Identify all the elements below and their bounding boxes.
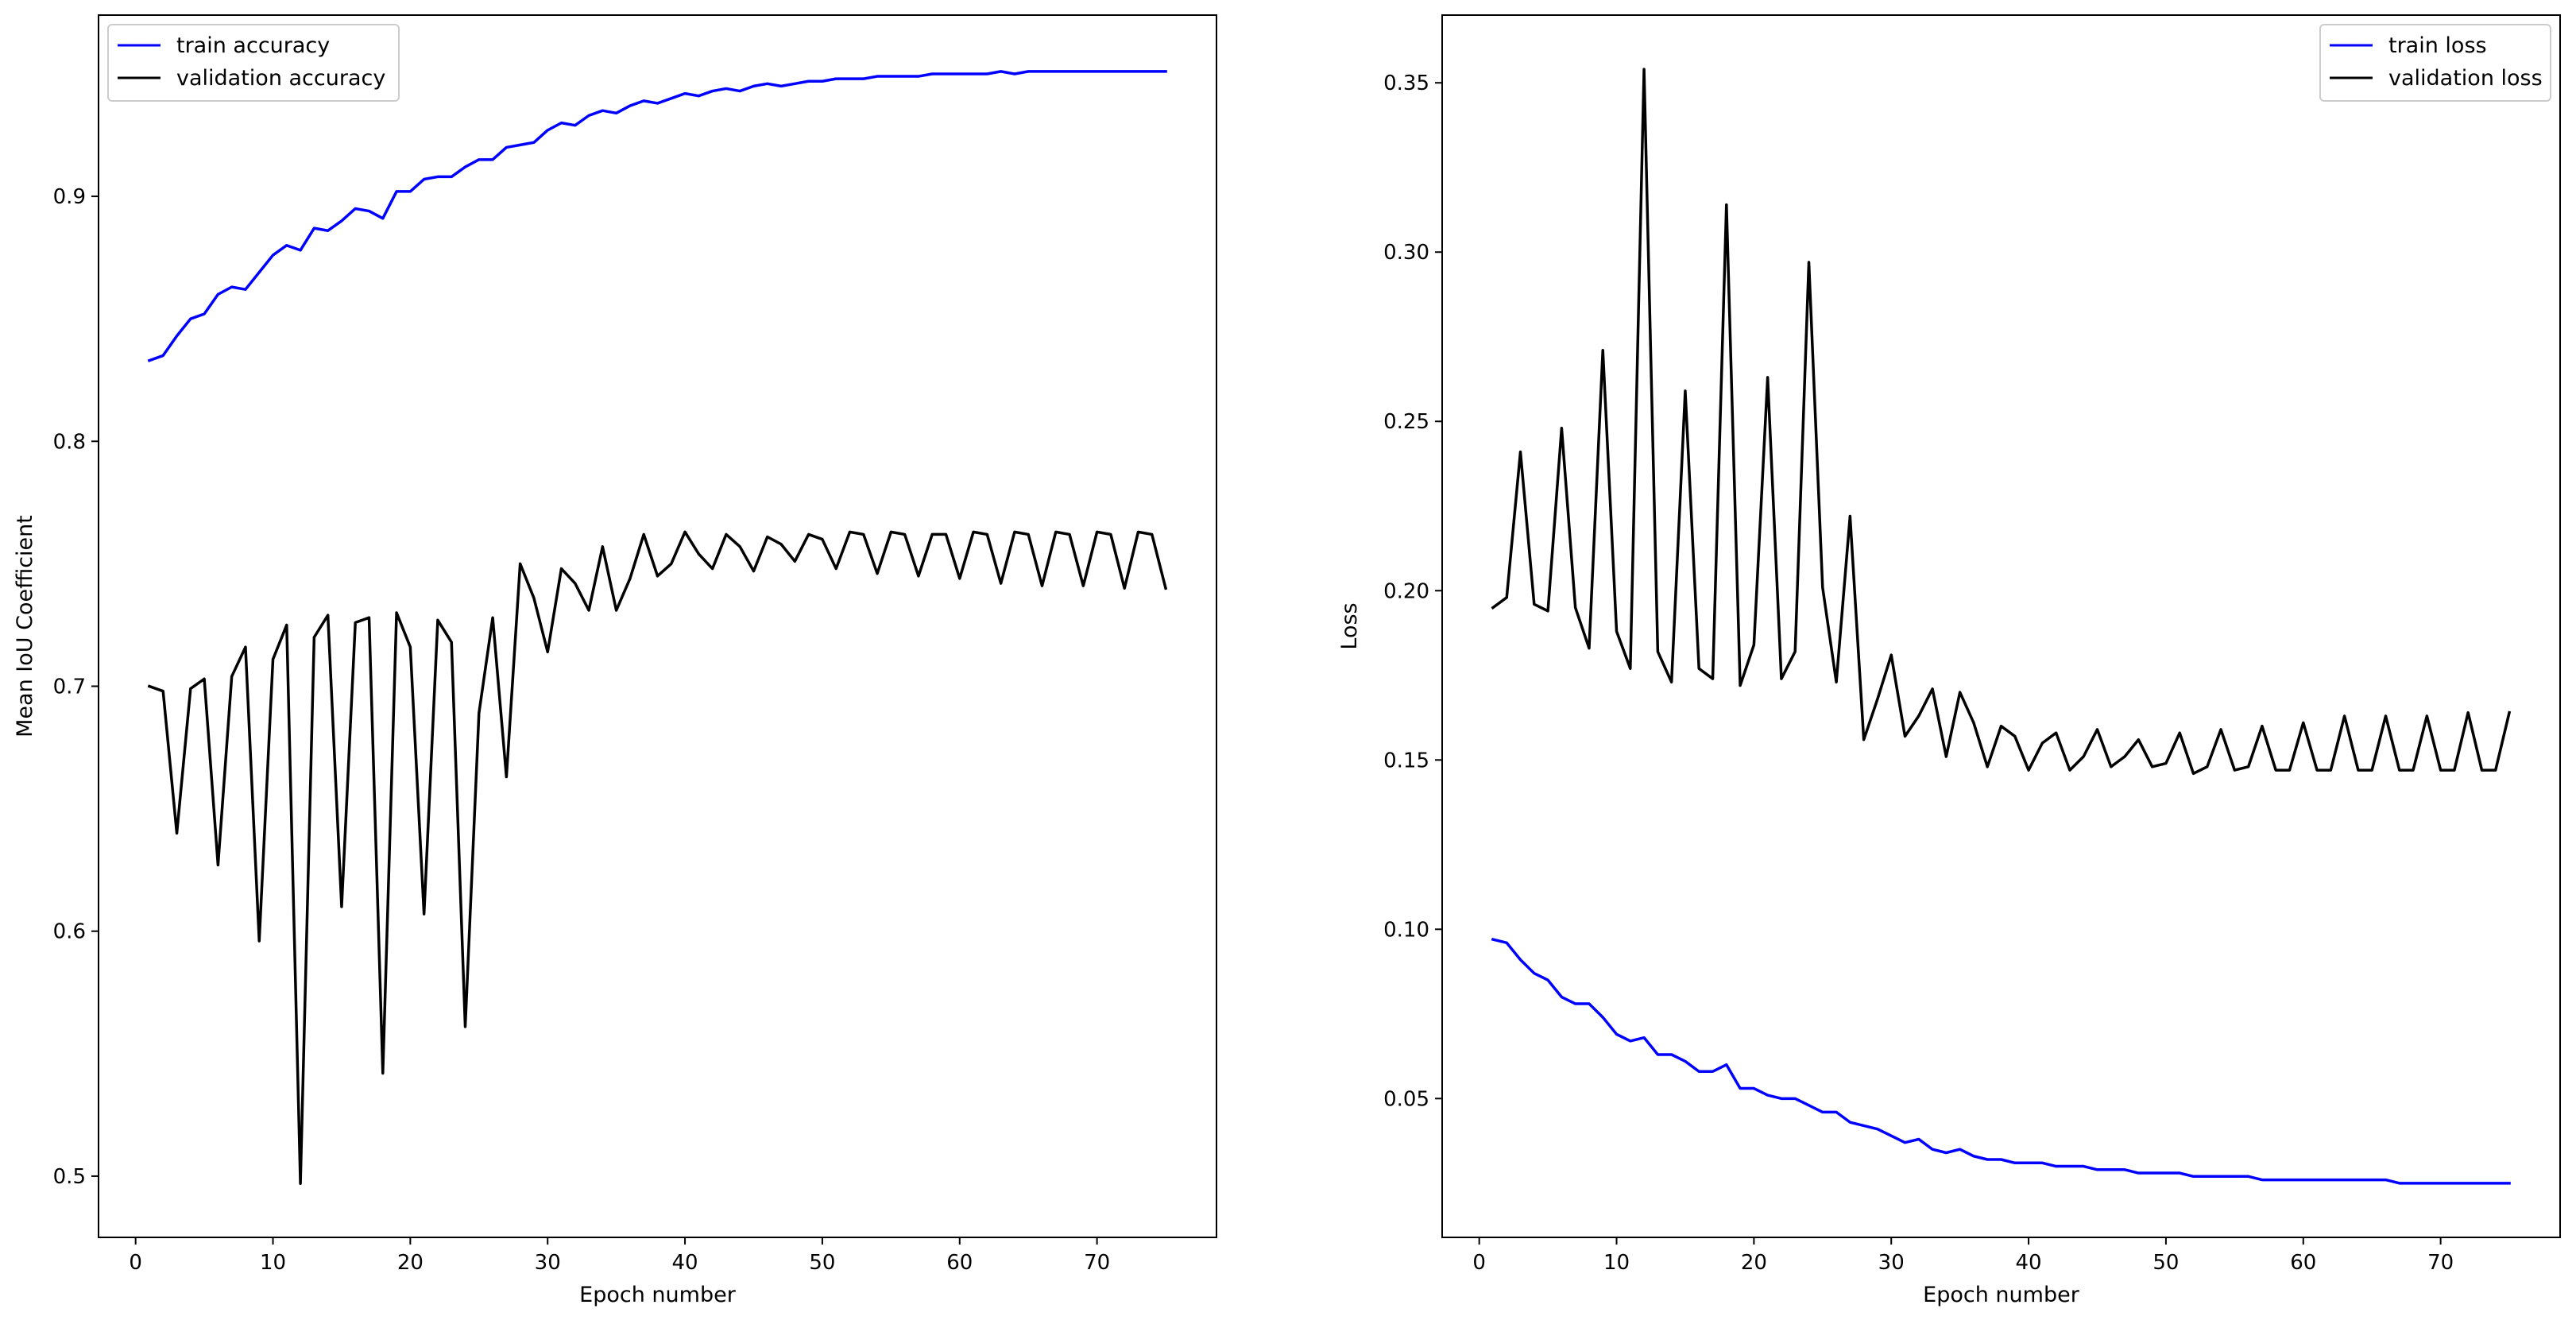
loss-y-tick-label: 0.20 [1383,579,1429,603]
accuracy-x-tick-label: 10 [260,1251,286,1275]
loss-legend-label-train: train loss [2388,33,2487,58]
accuracy-x-tick-label: 40 [672,1251,698,1275]
loss-series-validation-line [1491,68,2512,776]
loss-y-tick-label: 0.10 [1383,918,1429,942]
accuracy-legend-label-train: train accuracy [176,33,330,58]
accuracy-y-tick-label: 0.7 [53,676,86,699]
loss-x-tick-label: 10 [1603,1251,1630,1275]
loss-y-tick-label: 0.15 [1383,749,1429,772]
loss-series-train-line [1491,937,2511,1185]
accuracy-x-axis-label: Epoch number [579,1283,737,1307]
accuracy-x-tick-label: 70 [1084,1251,1110,1275]
accuracy-plot-frame [98,14,1217,1238]
accuracy-x-tick-label: 30 [535,1251,561,1275]
accuracy-y-tick-label: 0.8 [53,430,86,454]
accuracy-y-tick-label: 0.5 [53,1165,86,1189]
accuracy-x-tick-label: 0 [129,1251,142,1275]
accuracy-legend-label-validation: validation accuracy [176,66,385,91]
accuracy-series-validation-line [147,530,1168,1185]
accuracy-x-tick-label: 60 [946,1251,973,1275]
loss-legend-label-validation: validation loss [2388,66,2543,91]
loss-y-axis-label: Loss [1337,602,1362,649]
accuracy-y-tick-label: 0.9 [53,185,86,209]
loss-plot: 0 10 20 30 40 50 60 70 0.05 0.10 0.15 0.20 0.25 0.30… [1337,14,2561,1307]
loss-y-tick-label: 0.30 [1383,241,1429,265]
loss-x-tick-label: 50 [2152,1251,2179,1275]
loss-legend: train loss validation loss [2319,24,2551,102]
loss-x-tick-label: 30 [1878,1251,1905,1275]
accuracy-y-tick-label: 0.6 [53,920,86,944]
accuracy-legend-box [107,24,400,102]
accuracy-series-train-line [147,70,1167,362]
loss-x-axis-label: Epoch number [1923,1283,2080,1307]
accuracy-x-tick-label: 50 [809,1251,835,1275]
loss-x-tick-label: 0 [1472,1251,1486,1275]
accuracy-x-tick-label: 20 [397,1251,424,1275]
loss-legend-box [2319,24,2551,102]
accuracy-plot: 0 10 20 30 40 50 60 70 0.5 0.6 0.7 0.8 0.9 Epoch nu… [13,14,1217,1307]
loss-x-tick-label: 70 [2427,1251,2454,1275]
loss-x-tick-label: 20 [1741,1251,1767,1275]
loss-y-tick-label: 0.05 [1383,1087,1429,1111]
accuracy-legend: train accuracy validation accuracy [107,24,400,102]
loss-y-tick-label: 0.25 [1383,410,1429,434]
loss-plot-frame [1441,14,2561,1238]
loss-x-tick-label: 40 [2016,1251,2042,1275]
loss-y-tick-label: 0.35 [1383,72,1429,95]
loss-x-tick-label: 60 [2290,1251,2316,1275]
accuracy-y-axis-label: Mean IoU Coefficient [13,515,37,737]
